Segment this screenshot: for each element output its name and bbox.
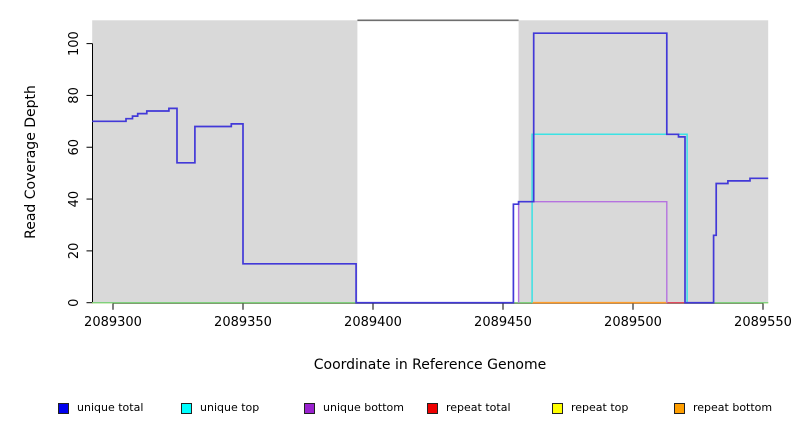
x-tick-label: 2089550 (734, 315, 792, 330)
x-tick-label: 2089450 (474, 315, 532, 330)
repeat-top-swatch-icon (552, 402, 563, 414)
y-tick-label: 80 (67, 87, 82, 104)
legend-label: repeat bottom (693, 401, 773, 414)
x-tick-label: 2089400 (344, 315, 402, 330)
legend-label: unique total (77, 401, 144, 414)
legend-label: unique bottom (323, 401, 405, 414)
x-tick-label: 2089300 (84, 315, 142, 330)
legend-item-unique-total: unique total (58, 401, 143, 415)
covered-region (518, 20, 769, 304)
legend-item-repeat-bottom: repeat bottom (674, 401, 772, 415)
legend-label: unique top (200, 401, 260, 414)
legend-item-unique-bottom: unique bottom (304, 401, 404, 415)
y-axis-title: Read Coverage Depth (23, 85, 39, 239)
legend-label: repeat top (571, 401, 629, 414)
y-tick-label: 20 (67, 243, 82, 260)
unique-top-swatch-icon (181, 402, 192, 414)
y-tick-label: 0 (67, 299, 82, 307)
legend-label: repeat total (446, 401, 511, 414)
legend-item-repeat-top: repeat top (552, 401, 628, 415)
x-axis-title: Coordinate in Reference Genome (313, 357, 547, 373)
x-tick-label: 2089500 (604, 315, 662, 330)
x-tick-label: 2089350 (214, 315, 272, 330)
legend-item-repeat-total: repeat total (427, 401, 511, 415)
repeat-bottom-swatch-icon (674, 402, 685, 414)
y-tick-label: 100 (67, 31, 82, 56)
series-unique-bottom (517, 200, 668, 303)
repeat-total-swatch-icon (427, 402, 438, 414)
y-tick-label: 60 (67, 139, 82, 156)
series-unique-top (531, 133, 688, 303)
unique-bottom-swatch-icon (304, 402, 315, 414)
legend-item-unique-top: unique top (181, 401, 259, 415)
unique-total-swatch-icon (58, 402, 69, 414)
covered-region (92, 20, 358, 304)
y-tick-label: 40 (67, 191, 82, 208)
series-unique-total (92, 32, 769, 304)
